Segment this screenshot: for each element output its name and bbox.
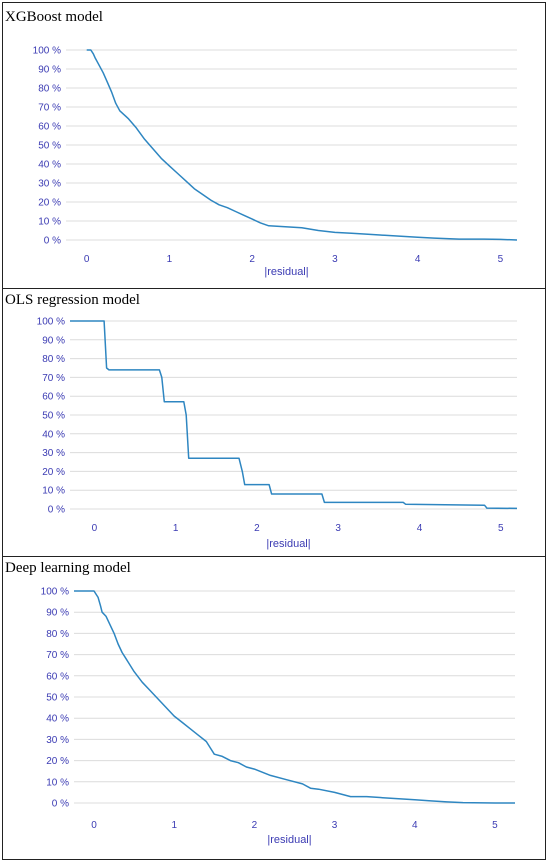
panel-divider — [2, 288, 546, 289]
y-tick-label: 100 % — [37, 317, 65, 328]
x-tick-label: 3 — [335, 523, 341, 534]
y-tick-label: 10 % — [46, 777, 69, 788]
y-tick-label: 100 % — [41, 587, 69, 598]
y-tick-label: 30 % — [38, 179, 61, 190]
y-tick-label: 50 % — [46, 693, 69, 704]
y-tick-label: 40 % — [38, 160, 61, 171]
y-tick-label: 40 % — [46, 714, 69, 725]
series-line — [86, 49, 518, 241]
y-tick-label: 0 % — [52, 799, 69, 810]
x-tick-label: 1 — [173, 523, 179, 534]
x-axis-title: |residual| — [266, 538, 310, 550]
x-tick-label: 2 — [254, 523, 260, 534]
x-axis-title: |residual| — [267, 834, 311, 846]
x-axis-title: |residual| — [264, 266, 308, 278]
y-tick-label: 70 % — [46, 650, 69, 661]
panel-title-xgboost: XGBoost model — [5, 9, 103, 25]
y-tick-label: 100 % — [33, 46, 61, 57]
x-tick-label: 0 — [91, 820, 97, 831]
panel-title-deep-learning: Deep learning model — [5, 560, 131, 576]
y-tick-label: 0 % — [48, 505, 65, 516]
y-tick-label: 60 % — [46, 671, 69, 682]
x-tick-label: 5 — [498, 254, 504, 265]
y-tick-label: 50 % — [38, 141, 61, 152]
y-tick-label: 60 % — [42, 392, 65, 403]
y-tick-label: 90 % — [46, 608, 69, 619]
x-tick-label: 2 — [249, 254, 255, 265]
y-tick-label: 30 % — [46, 735, 69, 746]
x-tick-label: 1 — [167, 254, 173, 265]
y-tick-label: 90 % — [38, 65, 61, 76]
x-tick-label: 4 — [417, 523, 423, 534]
panel-title-ols: OLS regression model — [5, 292, 140, 308]
x-tick-label: 4 — [412, 820, 418, 831]
series-line — [74, 590, 515, 804]
figure-frame — [2, 2, 546, 860]
x-tick-label: 3 — [332, 254, 338, 265]
y-tick-label: 70 % — [38, 103, 61, 114]
y-tick-label: 40 % — [42, 429, 65, 440]
y-tick-label: 80 % — [38, 84, 61, 95]
y-tick-label: 60 % — [38, 122, 61, 133]
y-tick-label: 30 % — [42, 448, 65, 459]
x-tick-label: 0 — [92, 523, 98, 534]
y-tick-label: 20 % — [46, 756, 69, 767]
x-tick-label: 3 — [332, 820, 338, 831]
y-tick-label: 10 % — [42, 486, 65, 497]
y-tick-label: 80 % — [46, 629, 69, 640]
series-line — [70, 320, 518, 510]
y-tick-label: 90 % — [42, 335, 65, 346]
x-tick-label: 0 — [84, 254, 90, 265]
y-tick-label: 80 % — [42, 354, 65, 365]
y-tick-label: 50 % — [42, 411, 65, 422]
x-tick-label: 4 — [415, 254, 421, 265]
x-tick-label: 2 — [252, 820, 258, 831]
x-tick-label: 5 — [492, 820, 498, 831]
y-tick-label: 20 % — [38, 198, 61, 209]
x-tick-label: 1 — [171, 820, 177, 831]
panel-divider — [2, 556, 546, 557]
y-tick-label: 0 % — [44, 236, 61, 247]
y-tick-label: 20 % — [42, 467, 65, 478]
y-tick-label: 70 % — [42, 373, 65, 384]
x-tick-label: 5 — [498, 523, 504, 534]
y-tick-label: 10 % — [38, 217, 61, 228]
